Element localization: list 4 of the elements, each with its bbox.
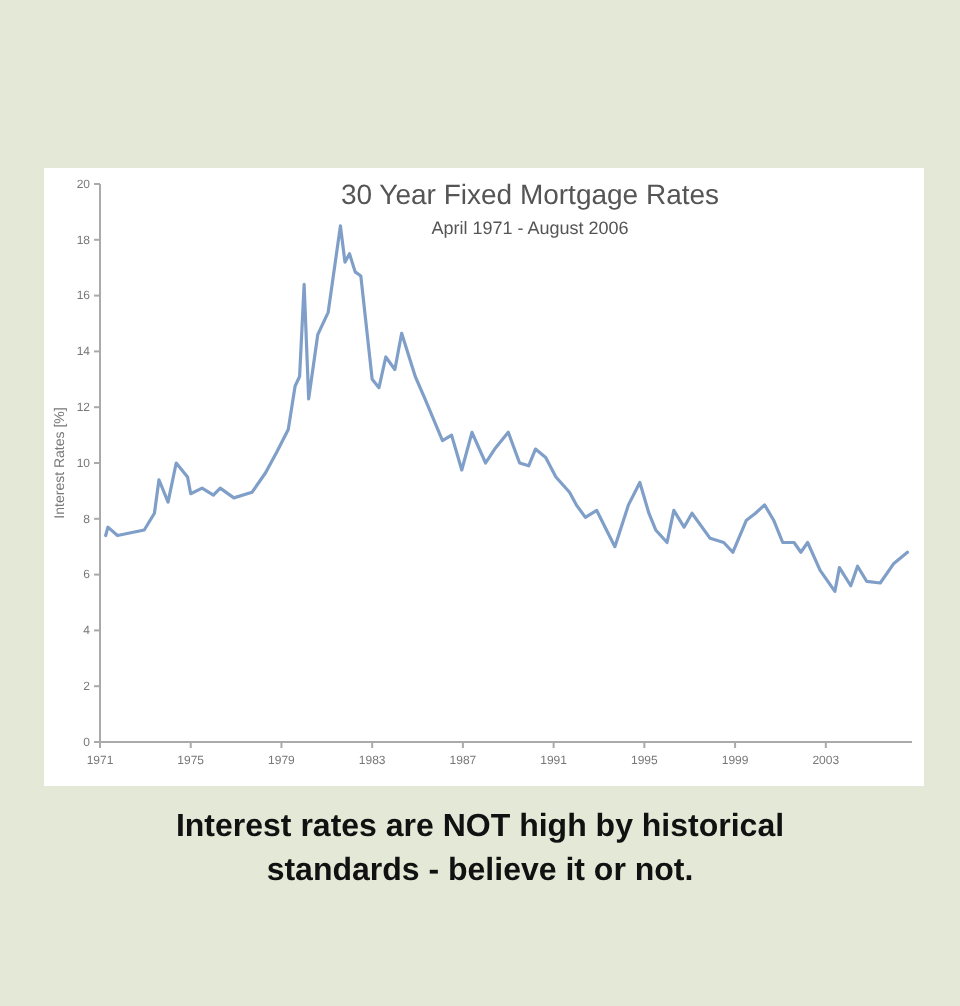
text: April 1971 - August 2006 — [431, 218, 629, 238]
text: Interest rates are NOT high by historical standards - believe it or not. — [175, 810, 785, 888]
line-series — [104, 224, 910, 593]
chart-title: 30 Year Fixed Mortgage Rates — [340, 178, 720, 210]
